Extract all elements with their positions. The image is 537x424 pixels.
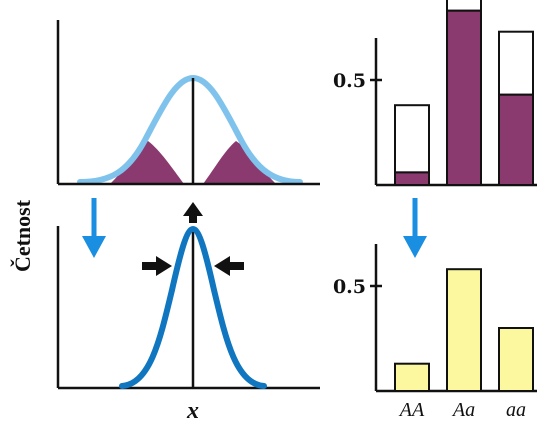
right-down-arrow — [403, 198, 427, 258]
bottom-right-bar-chart: 0.5 AA Aa aa — [333, 244, 537, 421]
left-down-arrow — [82, 198, 106, 258]
bottom-right-tick-label: 0.5 — [333, 276, 366, 298]
bar-Aa-selected-segment — [446, 9, 482, 187]
right-tail-fill — [203, 141, 276, 184]
narrow-distribution-curve — [119, 225, 267, 389]
top-right-tick-label: 0.5 — [333, 70, 366, 92]
bar-Aa — [446, 268, 482, 393]
bar-aa-remaining-segment — [498, 30, 534, 96]
bar-AA-remaining-segment — [394, 104, 430, 174]
right-inward-arrow — [214, 256, 244, 276]
category-label-aa: aa — [506, 399, 526, 421]
bar-aa-selected-segment — [498, 93, 534, 186]
bar-AA-selected-segment — [394, 171, 430, 186]
left-inward-arrow — [142, 256, 172, 276]
bar-AA — [394, 362, 430, 393]
top-right-bar-chart: 0.5 — [333, 0, 537, 187]
left-tail-fill — [110, 141, 184, 184]
bar-aa — [498, 327, 534, 392]
top-left-panel — [56, 20, 320, 186]
x-axis-label: x — [186, 398, 199, 424]
mean-up-arrow — [183, 202, 203, 223]
bottom-left-panel — [56, 202, 320, 390]
y-axis-label: Četnost — [10, 199, 35, 272]
category-label-AA: AA — [398, 399, 425, 421]
bar-Aa-remaining-segment — [446, 0, 482, 12]
category-label-Aa: Aa — [451, 399, 475, 421]
wide-distribution-curve — [77, 74, 303, 185]
